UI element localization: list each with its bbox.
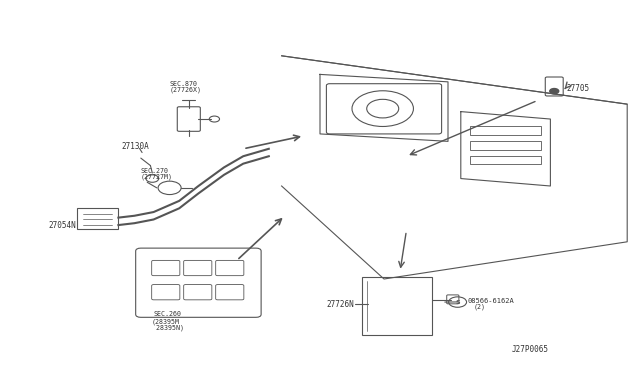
Text: 27726N: 27726N — [326, 300, 354, 309]
Circle shape — [550, 89, 559, 94]
Text: J27P0065: J27P0065 — [512, 345, 549, 354]
Text: 27705: 27705 — [566, 84, 589, 93]
Text: (27726X): (27726X) — [170, 86, 202, 93]
Text: 27130A: 27130A — [122, 142, 149, 151]
Text: 08566-6162A: 08566-6162A — [467, 298, 514, 304]
Text: (28395M: (28395M — [152, 318, 180, 325]
Bar — [470, 126, 541, 135]
Text: 27054N: 27054N — [48, 221, 76, 230]
Text: SEC.870: SEC.870 — [170, 81, 198, 87]
Bar — [470, 141, 541, 150]
Text: (27727M): (27727M) — [141, 173, 173, 180]
Text: (2): (2) — [474, 304, 486, 310]
Text: S: S — [455, 299, 460, 305]
Text: SEC.270: SEC.270 — [141, 168, 169, 174]
Text: SEC.260: SEC.260 — [154, 311, 182, 317]
Bar — [470, 156, 541, 164]
Text: 28395N): 28395N) — [152, 325, 184, 331]
